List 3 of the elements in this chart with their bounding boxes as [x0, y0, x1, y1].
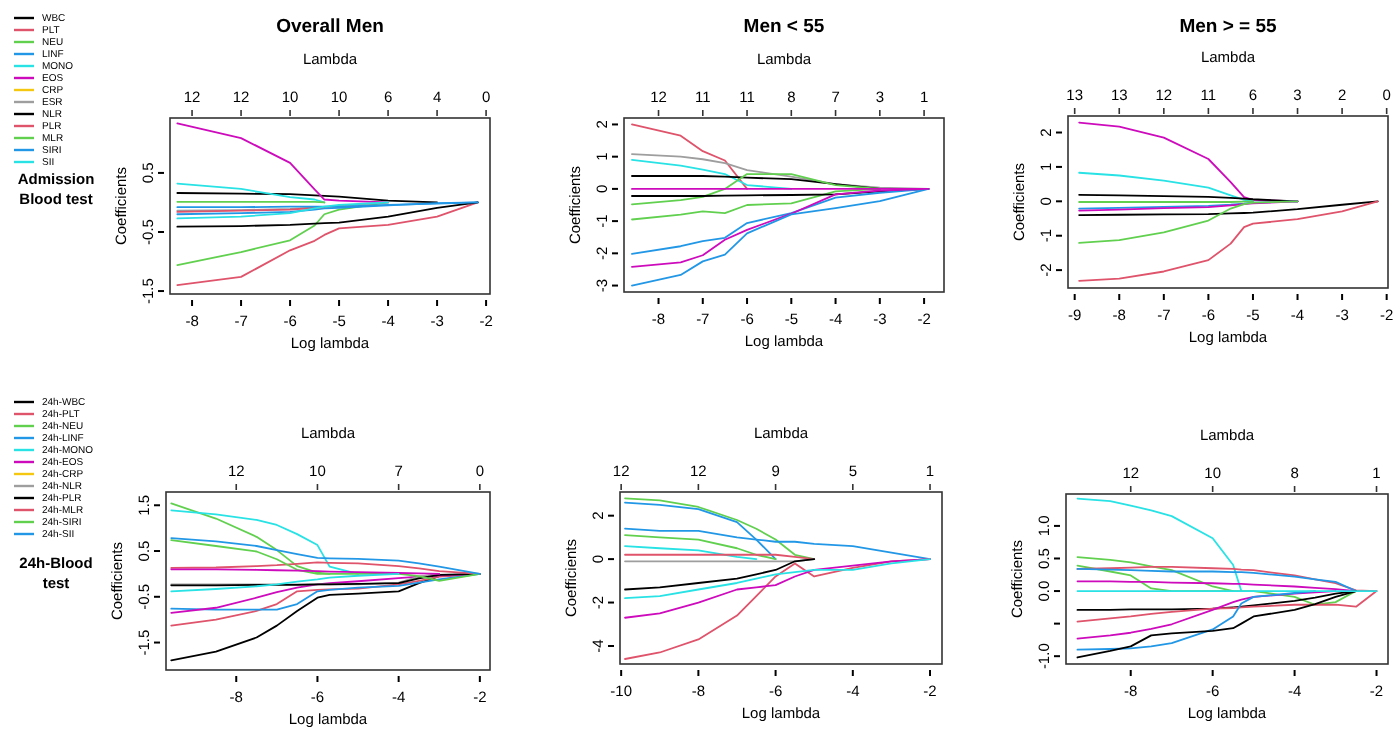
chart-title: Men > = 55 — [1179, 16, 1278, 38]
chart-title: Overall Men — [276, 16, 385, 38]
chart-title: Men < 55 — [743, 16, 826, 38]
